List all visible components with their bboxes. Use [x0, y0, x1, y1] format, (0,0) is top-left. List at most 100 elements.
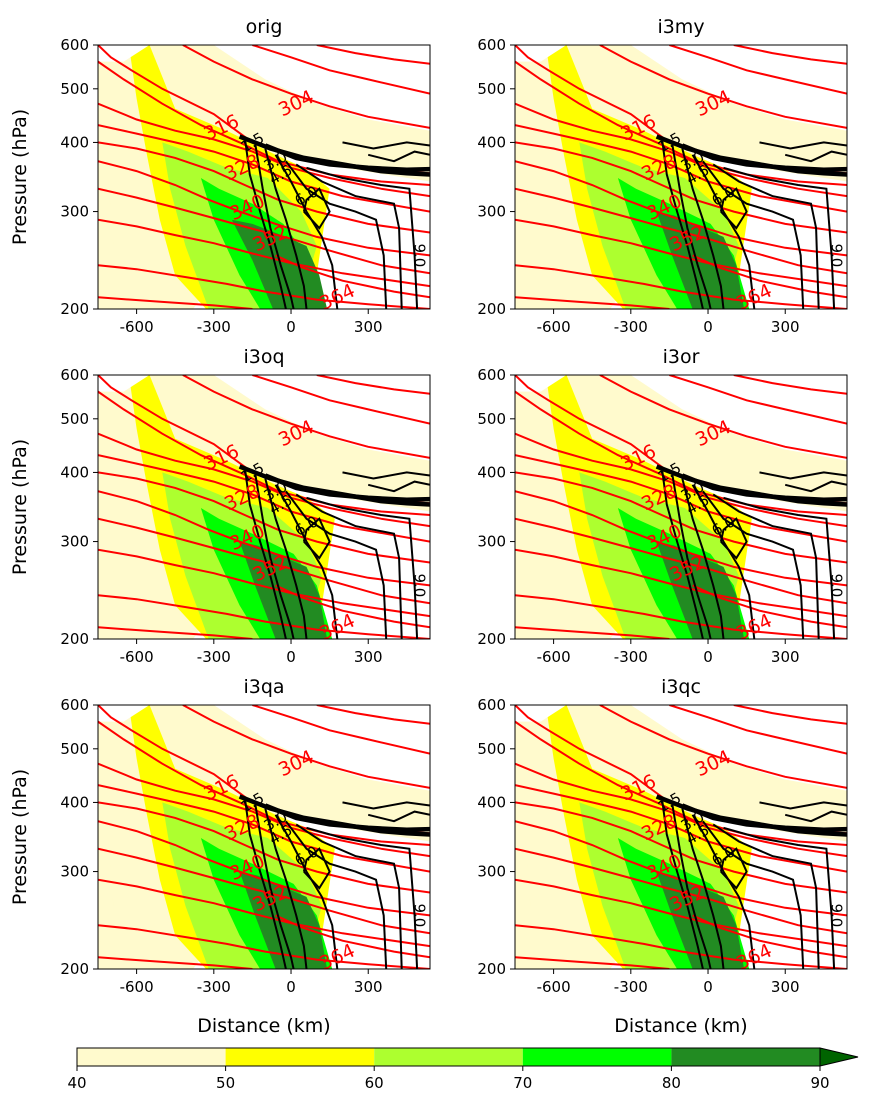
theta-contour	[98, 102, 430, 198]
y-tick-label: 500	[60, 740, 89, 758]
pv-label: 9.0	[411, 903, 429, 927]
pv-contour	[342, 141, 430, 150]
colorbar: 40 50 60 70 80 90	[67, 1047, 859, 1092]
theta-contour	[98, 264, 430, 309]
pv-contour	[254, 472, 295, 639]
theta-contour	[692, 914, 847, 959]
pv-contour	[723, 166, 836, 309]
shading-gap	[630, 375, 847, 461]
panel-title: i3qc	[661, 676, 701, 698]
pv-contour	[295, 493, 403, 639]
pv-contour-bold	[264, 473, 430, 503]
shading-gap	[213, 705, 430, 791]
pv-contour	[367, 810, 430, 823]
theta-contour	[98, 454, 430, 543]
y-tick-label: 600	[477, 36, 506, 54]
theta-contour	[515, 801, 847, 894]
theta-contour	[733, 45, 847, 65]
shading-gap	[213, 45, 430, 131]
pv-contour	[702, 490, 805, 639]
y-tick-label: 500	[60, 80, 89, 98]
y-tick-label: 200	[477, 630, 506, 648]
pv-contour	[719, 517, 748, 560]
theta-contour	[98, 160, 430, 257]
theta-contour	[182, 375, 430, 459]
pv-contour	[295, 823, 403, 969]
theta-contour	[98, 956, 253, 969]
x-tick-label: 300	[771, 978, 800, 996]
theta-contour	[98, 847, 430, 935]
pv-contour	[712, 823, 820, 969]
theta-contour	[515, 626, 670, 639]
pv-contour	[264, 148, 308, 309]
pv-contour	[681, 148, 725, 309]
theta-contour	[515, 956, 670, 969]
pv-contour	[691, 154, 756, 309]
theta-contour	[98, 490, 430, 587]
pv-label: 9.0	[411, 243, 429, 267]
pv-contour	[671, 142, 712, 309]
pv-contour	[302, 187, 331, 230]
colorbar-tick-label: 70	[513, 1074, 532, 1092]
y-tick-label: 200	[477, 960, 506, 978]
y-axis-label: Pressure (hPa)	[9, 769, 31, 905]
x-tick-label: -300	[614, 648, 648, 666]
theta-contour	[98, 784, 430, 873]
y-tick-label: 600	[60, 696, 89, 714]
pv-contour	[681, 478, 725, 639]
y-tick-label: 300	[60, 203, 89, 221]
pv-contour	[243, 466, 287, 639]
theta-contour	[669, 45, 847, 95]
y-tick-label: 300	[60, 533, 89, 551]
theta-contour	[98, 720, 430, 846]
theta-contour	[733, 375, 847, 395]
x-tick-label: 0	[286, 318, 296, 336]
y-tick-label: 400	[60, 793, 89, 811]
theta-contour	[515, 160, 847, 257]
pv-contour	[719, 847, 748, 890]
x-tick-label: 300	[771, 648, 800, 666]
pv-label: 9.0	[411, 573, 429, 597]
theta-contour	[692, 584, 847, 629]
theta-contour	[515, 847, 847, 935]
colorbar-tick-label: 50	[216, 1074, 235, 1092]
colorbar-tick-label: 40	[67, 1074, 86, 1092]
theta-contour	[316, 705, 430, 725]
axes-frame	[514, 704, 848, 970]
pv-contour	[660, 136, 704, 309]
pv-contour	[681, 808, 725, 969]
theta-contour	[98, 124, 430, 213]
colorbar-extend-arrow	[819, 1047, 859, 1067]
pv-contour-bold	[264, 803, 430, 833]
pv-label: 9.0	[828, 573, 846, 597]
pv-contour	[295, 163, 403, 309]
x-tick-label: -600	[537, 978, 571, 996]
axes-frame	[97, 44, 431, 310]
colorbar-segment	[77, 1048, 226, 1066]
pv-contour	[243, 136, 287, 309]
theta-contour	[98, 471, 430, 564]
theta-contour	[316, 375, 430, 395]
theta-contour	[316, 45, 430, 65]
x-tick-label: 0	[703, 318, 713, 336]
pv-contour	[712, 163, 820, 309]
theta-contour	[515, 60, 847, 186]
y-tick-label: 600	[477, 696, 506, 714]
y-tick-label: 500	[477, 80, 506, 98]
theta-contour	[182, 705, 430, 789]
theta-contour	[515, 762, 847, 858]
theta-contour	[98, 517, 430, 605]
pv-contour	[784, 480, 847, 493]
x-axis-label: Distance (km)	[614, 1015, 747, 1037]
panel-title: i3or	[663, 346, 700, 368]
theta-contour	[252, 375, 430, 425]
shading-gap	[630, 45, 847, 131]
pv-contour	[723, 826, 836, 969]
pv-contour	[254, 142, 295, 309]
x-tick-label: 300	[354, 978, 383, 996]
theta-contour	[98, 924, 430, 969]
theta-contour	[515, 490, 847, 587]
